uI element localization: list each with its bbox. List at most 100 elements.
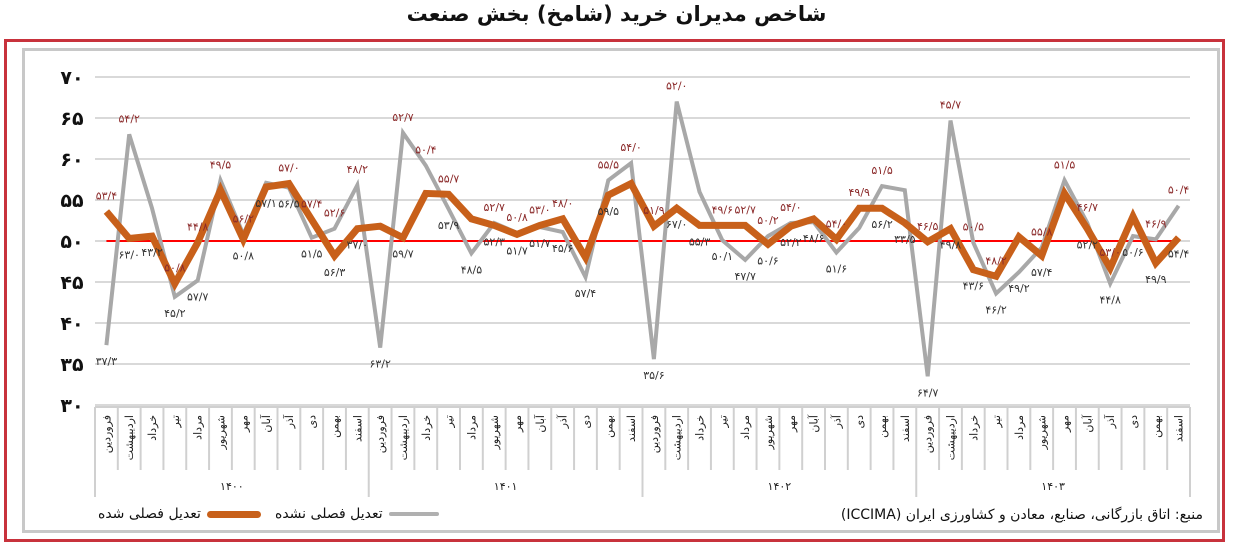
data-label-not-adjusted: ۳۷/۳	[96, 355, 118, 368]
data-label-not-adjusted: ۵۹/۷	[392, 248, 414, 261]
data-label-adjusted: ۵۷/۰	[278, 162, 299, 175]
x-month-label: شهریور	[488, 415, 501, 450]
data-label-adjusted: ۵۰/۸	[506, 211, 528, 224]
data-label-adjusted: ۵۴/۰	[826, 217, 847, 230]
data-label-adjusted: ۵۳/۴	[96, 189, 118, 202]
x-month-label: فروردین	[374, 415, 387, 453]
data-label-not-adjusted: ۴۳/۶	[963, 280, 984, 293]
data-label-adjusted: ۵۲/۰	[666, 80, 687, 93]
data-label-adjusted: ۵۵/۸	[1031, 226, 1053, 239]
data-label-adjusted: ۴۶/۵	[917, 220, 939, 233]
x-year-label: ۱۴۰۲	[768, 480, 792, 493]
x-month-label: شهریور	[214, 415, 227, 450]
x-month-label: مهر	[237, 415, 250, 433]
data-label-adjusted: ۵۰/۴	[415, 144, 437, 157]
x-year-label: ۱۴۰۱	[494, 480, 518, 493]
data-label-not-adjusted: ۵۲/۲	[1077, 239, 1099, 252]
y-tick-label: ۳۵	[60, 354, 84, 376]
x-month-label: بهمن	[602, 415, 615, 438]
data-label-adjusted: ۵۶/۲	[233, 212, 255, 225]
data-label-adjusted: ۵۱/۵	[1054, 158, 1076, 171]
data-label-not-adjusted: ۵۶/۵	[278, 198, 300, 211]
data-label-adjusted: ۵۰/۴	[1168, 184, 1190, 197]
data-label-not-adjusted: ۵۲/۳	[484, 235, 506, 248]
data-label-not-adjusted: ۶۷/۰	[666, 218, 687, 231]
x-month-label: مرداد	[739, 415, 752, 440]
data-label-adjusted: ۵۲/۷	[484, 201, 506, 214]
x-month-label: اسفند	[1173, 415, 1186, 442]
data-label-not-adjusted: ۵۳/۹	[438, 219, 460, 232]
x-month-label: مهر	[785, 415, 798, 433]
x-month-label: اسفند	[351, 415, 364, 442]
data-label-not-adjusted: ۵۱/۷	[506, 244, 528, 257]
x-month-label: فروردین	[100, 415, 113, 453]
data-label-adjusted: ۴۸/۰	[552, 197, 573, 210]
data-label-not-adjusted: ۴۳/۲	[141, 246, 163, 259]
data-label-adjusted: ۵۱/۵	[871, 164, 893, 177]
x-year-label: ۱۴۰۳	[1041, 480, 1065, 493]
x-month-label: اسفند	[625, 415, 638, 442]
x-month-label: مرداد	[465, 415, 478, 440]
data-label-not-adjusted: ۶۳/۲	[369, 358, 391, 371]
y-tick-label: ۵۰	[60, 231, 83, 253]
data-label-not-adjusted: ۵۹/۵	[598, 205, 620, 218]
x-month-label: خرداد	[146, 415, 159, 441]
data-label-not-adjusted: ۴۷/۷	[734, 270, 756, 283]
x-month-label: بهمن	[329, 415, 342, 438]
legend-adjusted-swatch	[206, 510, 261, 518]
data-label-not-adjusted: ۴۶/۲	[985, 303, 1007, 316]
x-month-label: آبان	[533, 414, 547, 432]
data-label-adjusted: ۴۴/۸	[187, 221, 209, 234]
x-month-label: مرداد	[1013, 415, 1026, 440]
outer-frame	[4, 39, 1225, 542]
x-month-label: بهمن	[1150, 415, 1163, 438]
data-label-not-adjusted: ۵۷/۱	[255, 197, 276, 210]
data-label-not-adjusted: ۵۵/۳	[689, 235, 711, 248]
data-label-not-adjusted: ۵۲/۲	[780, 236, 802, 249]
x-month-label: دی	[1127, 415, 1140, 429]
legend-not-adjusted: تعدیل فصلی نشده	[275, 506, 439, 522]
x-year-label: ۱۴۰۰	[220, 480, 244, 493]
data-label-not-adjusted: ۳۵/۶	[643, 369, 664, 382]
data-label-not-adjusted: ۴۵/۶	[552, 242, 573, 255]
data-label-adjusted: ۵۴/۲	[119, 112, 141, 125]
data-label-adjusted: ۵۷/۴	[301, 198, 323, 211]
data-label-not-adjusted: ۵۴/۴	[1168, 248, 1190, 261]
data-label-adjusted: ۵۵/۷	[438, 172, 460, 185]
x-month-label: اسفند	[899, 415, 912, 442]
x-month-label: تیر	[990, 415, 1003, 428]
data-label-not-adjusted: ۵۱/۷	[529, 237, 551, 250]
x-month-label: آذر	[1103, 414, 1117, 429]
x-month-label: دی	[306, 415, 319, 429]
x-month-label: فروردین	[922, 415, 935, 453]
x-month-label: خرداد	[967, 415, 980, 441]
data-label-adjusted: ۴۶/۷	[1077, 201, 1099, 214]
data-label-not-adjusted: ۴۴/۸	[1099, 294, 1121, 307]
data-label-adjusted: ۴۸/۲	[347, 163, 369, 176]
data-label-adjusted: ۵۴/۰	[780, 201, 801, 214]
data-label-adjusted: ۵۴/۰	[620, 141, 641, 154]
legend-adjusted: تعدیل فصلی شده	[98, 506, 261, 522]
y-tick-label: ۶۵	[60, 108, 84, 130]
x-month-label: آذر	[829, 414, 843, 429]
legend-adjusted-label: تعدیل فصلی شده	[98, 506, 201, 522]
data-label-not-adjusted: ۳۷/۰	[347, 239, 368, 252]
x-month-label: بهمن	[876, 415, 889, 438]
data-label-adjusted: ۵۰/۲	[757, 214, 779, 227]
y-tick-label: ۶۰	[60, 149, 83, 171]
data-label-not-adjusted: ۴۵/۲	[164, 307, 186, 320]
data-label-not-adjusted: ۵۷/۷	[187, 290, 209, 303]
chart-title: شاخص مدیران خرید (شامخ) بخش صنعت	[406, 2, 827, 26]
data-label-not-adjusted: ۵۱/۶	[826, 262, 847, 275]
data-label-adjusted: ۵۲/۷	[734, 203, 756, 216]
data-label-adjusted: ۵۵/۵	[598, 158, 620, 171]
data-label-adjusted: ۴۹/۹	[849, 186, 871, 199]
x-month-label: خرداد	[420, 415, 433, 441]
legend-not-adjusted-swatch	[388, 512, 439, 516]
chart-frame	[22, 48, 1220, 533]
x-month-label: تیر	[169, 415, 182, 428]
data-label-not-adjusted: ۴۹/۲	[1008, 282, 1030, 295]
data-label-adjusted: ۴۶/۹	[1145, 217, 1167, 230]
series-adjusted-line	[103, 178, 1182, 292]
